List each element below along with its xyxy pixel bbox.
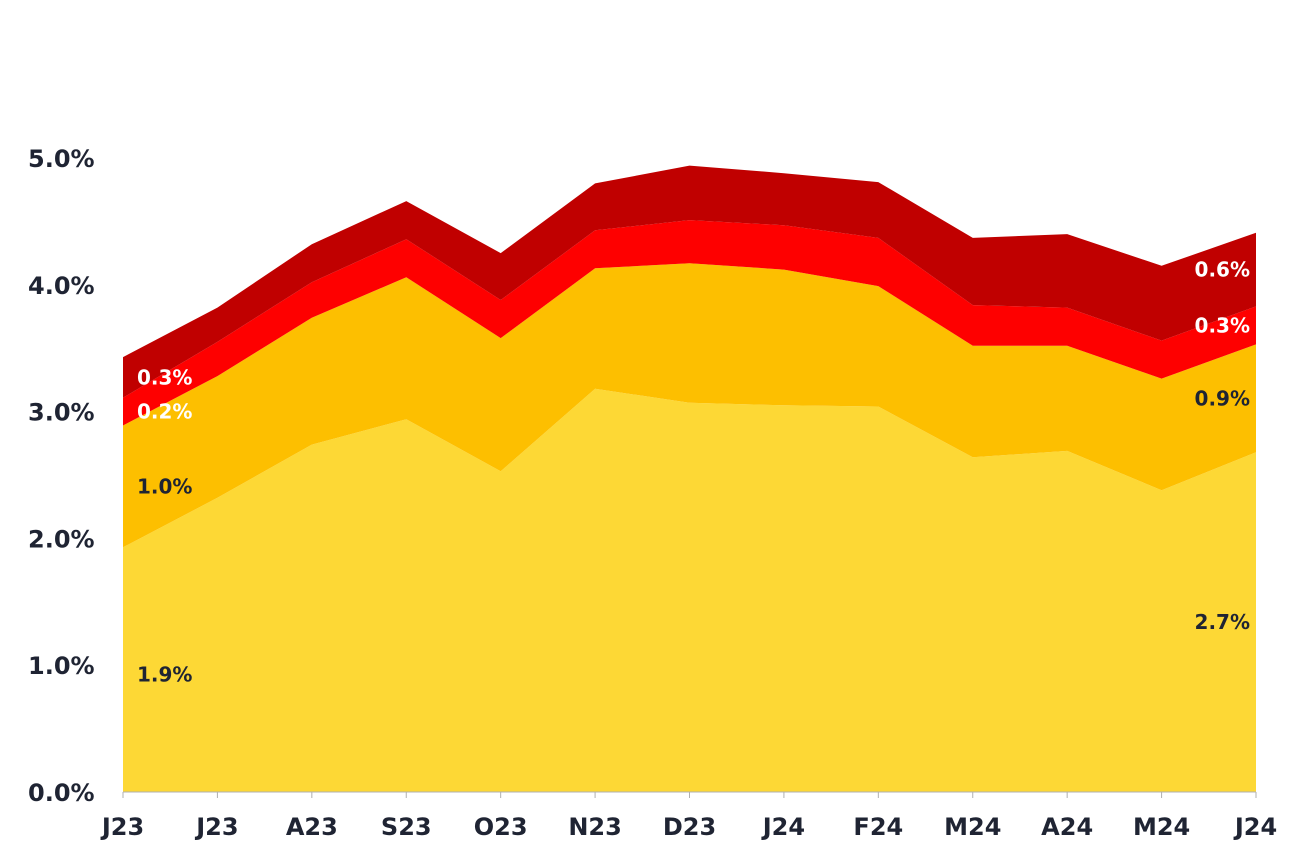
y-tick-label: 0.0% (28, 779, 95, 807)
data-labels: 1.9% 1.0% 0.2% 0.3% 2.7% 0.9% 0.3% 0.6% (137, 258, 1250, 687)
y-axis-ticks: 0.0% 1.0% 2.0% 3.0% 4.0% 5.0% (28, 145, 95, 807)
area-series-1 (123, 388, 1256, 792)
x-tick-label: O23 (474, 813, 528, 841)
start-label-series-4: 0.3% (137, 365, 192, 389)
start-label-series-1: 1.9% (137, 663, 192, 687)
area-series-2 (123, 263, 1256, 548)
end-label-series-3: 0.3% (1195, 313, 1250, 337)
x-tick-label: M24 (1133, 813, 1190, 841)
end-label-series-2: 0.9% (1195, 386, 1250, 410)
x-tick-label: N23 (568, 813, 621, 841)
y-tick-label: 2.0% (28, 525, 95, 553)
x-tick-label: F24 (853, 813, 903, 841)
start-label-series-3: 0.2% (137, 400, 192, 424)
x-tick-label: J24 (1233, 813, 1277, 841)
x-tick-label: M24 (944, 813, 1001, 841)
y-tick-label: 3.0% (28, 399, 95, 427)
x-tick-label: J23 (100, 813, 144, 841)
x-tick-label: D23 (663, 813, 716, 841)
y-tick-label: 4.0% (28, 272, 95, 300)
area-series-3 (123, 220, 1256, 426)
end-label-series-1: 2.7% (1195, 610, 1250, 634)
y-tick-label: 5.0% (28, 145, 95, 173)
end-label-series-4: 0.6% (1195, 258, 1250, 282)
x-tick-label: J23 (194, 813, 238, 841)
x-tick-label: A24 (1041, 813, 1093, 841)
area-series-4 (123, 165, 1256, 398)
start-label-series-2: 1.0% (137, 474, 192, 498)
x-tick-label: A23 (286, 813, 338, 841)
area-layers (123, 165, 1256, 792)
y-tick-label: 1.0% (28, 652, 95, 680)
x-tick-label: S23 (381, 813, 432, 841)
x-tick-label: J24 (761, 813, 805, 841)
x-axis-ticks: J23 J23 A23 S23 O23 N23 D23 J24 F24 M24 A24 M24 J24 (100, 792, 1277, 841)
